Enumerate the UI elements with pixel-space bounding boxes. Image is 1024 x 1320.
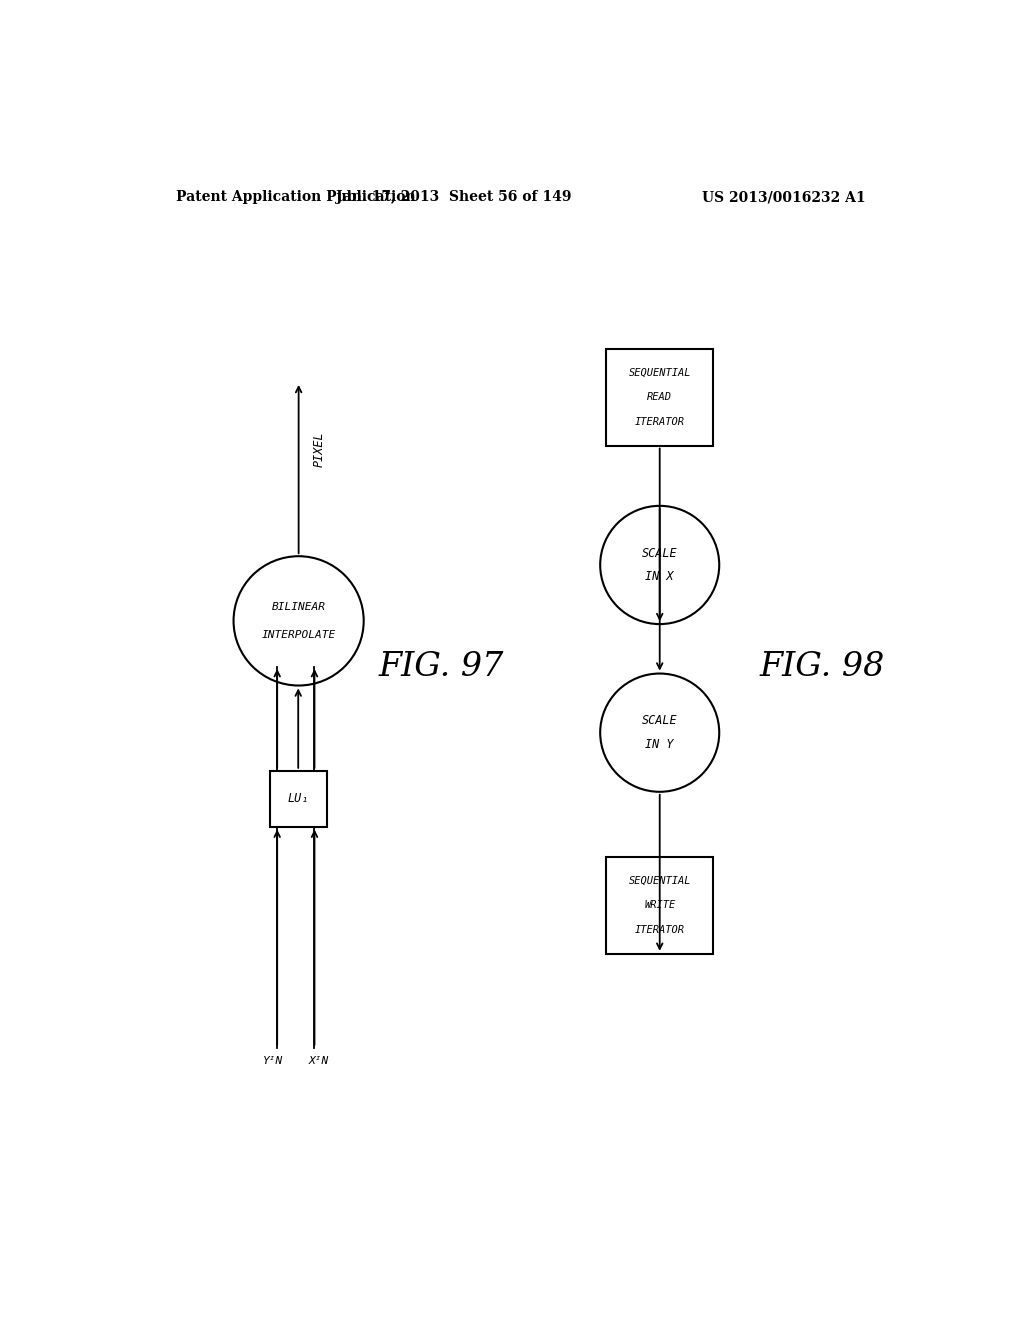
Text: SCALE: SCALE: [642, 546, 678, 560]
Text: Jan. 17, 2013  Sheet 56 of 149: Jan. 17, 2013 Sheet 56 of 149: [336, 190, 571, 205]
Text: LU₁: LU₁: [288, 792, 309, 805]
Text: IN Y: IN Y: [645, 738, 674, 751]
Text: ITERATOR: ITERATOR: [635, 925, 685, 935]
Text: READ: READ: [647, 392, 672, 403]
Text: ITERATOR: ITERATOR: [635, 417, 685, 426]
Text: YᴵN: YᴵN: [263, 1056, 284, 1065]
Text: FIG. 98: FIG. 98: [760, 651, 885, 682]
Text: US 2013/0016232 A1: US 2013/0016232 A1: [702, 190, 866, 205]
Text: FIG. 97: FIG. 97: [379, 651, 504, 682]
Text: BILINEAR: BILINEAR: [271, 602, 326, 611]
Text: SEQUENTIAL: SEQUENTIAL: [629, 368, 691, 378]
Text: SEQUENTIAL: SEQUENTIAL: [629, 876, 691, 886]
Text: SCALE: SCALE: [642, 714, 678, 727]
Text: IN X: IN X: [645, 570, 674, 583]
Text: PIXEL: PIXEL: [313, 430, 326, 466]
Text: Patent Application Publication: Patent Application Publication: [176, 190, 416, 205]
Text: INTERPOLATE: INTERPOLATE: [261, 630, 336, 640]
Text: WRITE: WRITE: [644, 900, 676, 911]
Text: XᴵN: XᴵN: [308, 1056, 329, 1065]
